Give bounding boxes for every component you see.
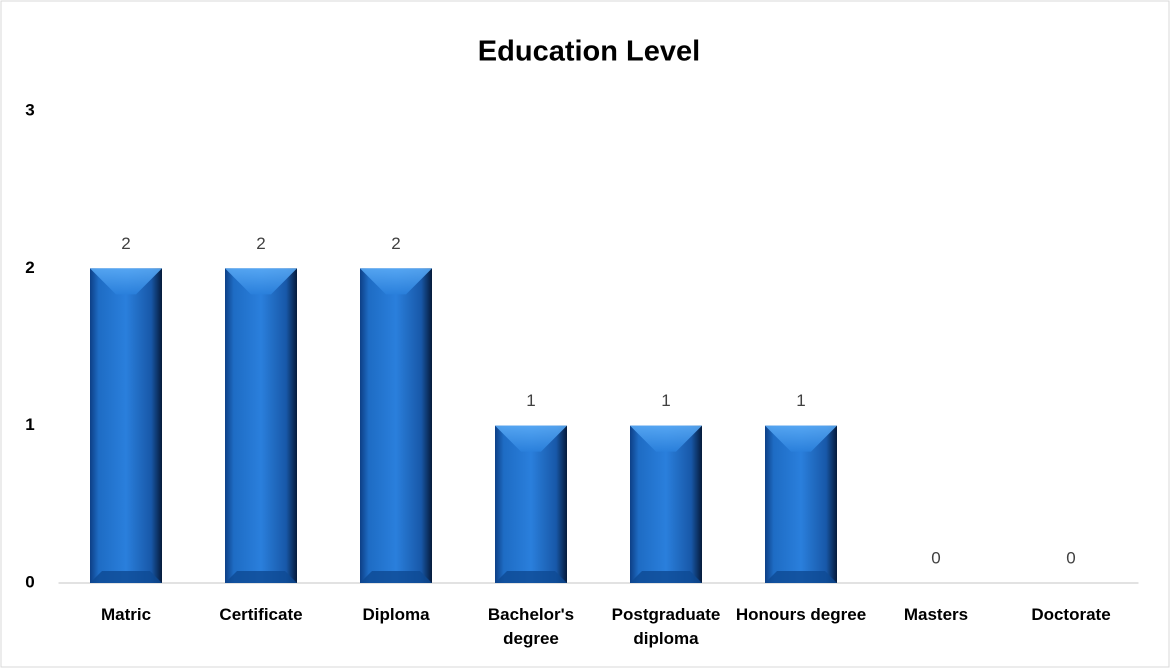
bar-bevel-top bbox=[225, 268, 297, 295]
bar-bevel-bottom bbox=[630, 571, 702, 583]
bar-bevel-bottom bbox=[360, 571, 432, 583]
x-tick-label: Honours degree bbox=[735, 605, 867, 624]
bar-bevel-top bbox=[630, 425, 702, 452]
bar-bevel-bottom bbox=[495, 571, 567, 583]
value-label: 0 bbox=[931, 548, 940, 567]
x-tick-label: Doctorate bbox=[1031, 605, 1111, 624]
chart-title: Education Level bbox=[478, 36, 700, 68]
x-tick-label: Matric bbox=[100, 605, 152, 624]
bar bbox=[90, 268, 162, 583]
bar bbox=[225, 268, 297, 583]
x-tick-label: Masters bbox=[903, 605, 969, 624]
y-tick-label: 0 bbox=[25, 572, 34, 591]
x-tick-label: Bachelor's degree bbox=[487, 605, 575, 648]
value-label: 2 bbox=[391, 234, 400, 253]
value-label: 1 bbox=[796, 391, 805, 410]
y-tick-label: 3 bbox=[25, 100, 34, 119]
bar bbox=[630, 425, 702, 583]
y-tick-label: 1 bbox=[25, 415, 34, 434]
value-label: 0 bbox=[1066, 548, 1075, 567]
bar-bevel-top bbox=[90, 268, 162, 295]
x-tick-label: Postgraduate diploma bbox=[611, 605, 721, 648]
bar bbox=[495, 425, 567, 583]
bar-bevel-bottom bbox=[225, 571, 297, 583]
x-tick-label: Certificate bbox=[219, 605, 303, 624]
value-label: 1 bbox=[661, 391, 670, 410]
x-tick-label: Diploma bbox=[362, 605, 430, 624]
bar-bevel-bottom bbox=[90, 571, 162, 583]
bar-bevel-top bbox=[360, 268, 432, 295]
y-tick-label: 2 bbox=[25, 258, 34, 277]
bar bbox=[360, 268, 432, 583]
bar-bevel-top bbox=[765, 425, 837, 452]
value-label: 2 bbox=[121, 234, 130, 253]
value-label: 1 bbox=[526, 391, 535, 410]
value-label: 2 bbox=[256, 234, 265, 253]
bar-bevel-bottom bbox=[765, 571, 837, 583]
bar bbox=[765, 425, 837, 583]
bar-bevel-top bbox=[495, 425, 567, 452]
